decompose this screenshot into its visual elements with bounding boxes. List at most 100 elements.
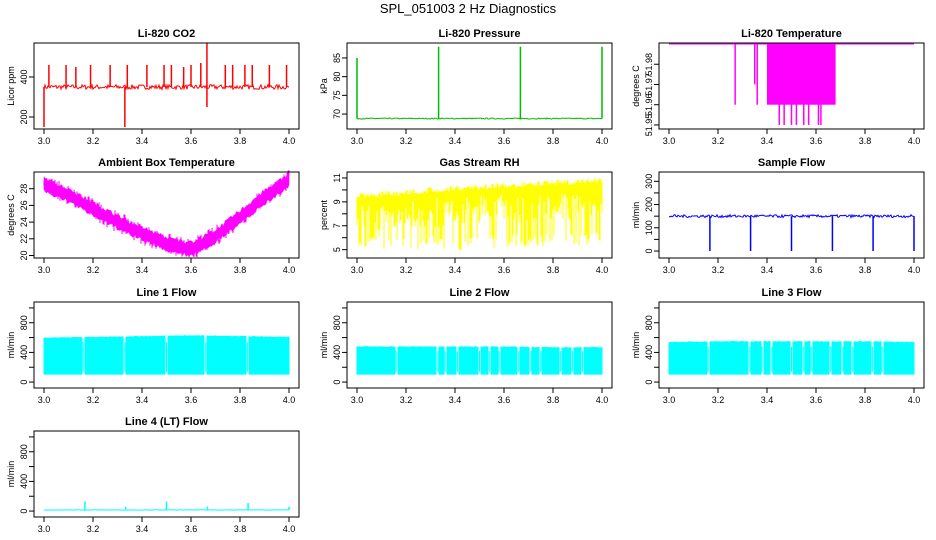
x-tick-label: 3.0 xyxy=(663,136,676,146)
panel-title: Li-820 Temperature xyxy=(741,28,842,40)
series-band xyxy=(43,173,290,258)
series-baseline xyxy=(43,83,290,91)
y-tick-label: 400 xyxy=(332,345,342,360)
plot-frame xyxy=(33,42,300,130)
panel-ambient-box-temperature: Ambient Box Temperature 3.0 3.2 3.4 3.6 3.8 4.… xyxy=(6,157,300,275)
x-tick-label: 3.0 xyxy=(663,395,676,405)
x-tick-label: 3.0 xyxy=(351,136,364,146)
plot-frame xyxy=(658,301,925,389)
series-li-820-co2 xyxy=(43,43,290,127)
y-tick-label: 800 xyxy=(644,315,654,330)
x-tick-label: 4.0 xyxy=(283,395,296,405)
x-tick-label: 4.0 xyxy=(283,136,296,146)
x-tick-label: 3.6 xyxy=(185,265,198,275)
x-tick-label: 3.6 xyxy=(498,136,511,146)
x-tick-label: 3.0 xyxy=(663,265,676,275)
series-line-2-flow xyxy=(356,346,603,375)
x-tick-label: 3.2 xyxy=(400,265,413,275)
y-tick-label: 85 xyxy=(332,53,342,63)
x-tick-label: 3.2 xyxy=(87,524,100,534)
y-tick-label: 200 xyxy=(644,197,654,212)
x-tick-label: 4.0 xyxy=(283,265,296,275)
y-axis-label: degrees C xyxy=(6,194,16,236)
x-tick-label: 3.8 xyxy=(859,395,872,405)
x-tick-label: 4.0 xyxy=(596,265,609,275)
plot-frame xyxy=(658,42,925,130)
x-tick-label: 3.2 xyxy=(87,136,100,146)
y-tick-label: 70 xyxy=(332,109,342,119)
x-tick-label: 3.6 xyxy=(185,524,198,534)
panel-title: Line 2 Flow xyxy=(450,287,510,299)
panel-li-820-temperature: Li-820 Temperature 3.0 3.2 3.4 3.6 3.8 4.0 51.9… xyxy=(631,28,925,146)
panel-li-820-pressure: Li-820 Pressure 3.0 3.2 3.4 3.6 3.8 4.0 70 75 80 8… xyxy=(319,28,613,146)
y-tick-label: 800 xyxy=(332,315,342,330)
series-gas-stream-rh xyxy=(356,178,603,251)
y-tick-label: 0 xyxy=(332,380,342,385)
y-tick-label: 0 xyxy=(19,380,29,385)
x-tick-label: 3.6 xyxy=(810,265,823,275)
panel-line-1-flow: Line 1 Flow 3.0 3.2 3.4 3.6 3.8 4.0 0 400 800ml/m… xyxy=(6,287,300,405)
y-tick-label: 51.98 xyxy=(644,53,654,76)
y-tick-label: 300 xyxy=(644,174,654,189)
y-tick-label: 800 xyxy=(19,444,29,459)
x-tick-label: 3.8 xyxy=(547,265,560,275)
x-tick-label: 3.2 xyxy=(712,395,725,405)
x-tick-label: 3.4 xyxy=(761,395,774,405)
x-tick-label: 4.0 xyxy=(596,136,609,146)
series-dense-band xyxy=(767,44,836,105)
y-tick-label: 400 xyxy=(19,474,29,489)
series-line-1-flow xyxy=(43,335,290,375)
y-axis-label: percent xyxy=(319,199,329,230)
y-tick-label: 0 xyxy=(19,509,29,514)
panel-line-4-lt-flow: Line 4 (LT) Flow 3.0 3.2 3.4 3.6 3.8 4.0 0 400 80… xyxy=(6,416,300,534)
x-tick-label: 4.0 xyxy=(908,265,921,275)
y-tick-label: 7 xyxy=(332,223,342,228)
y-tick-label: 400 xyxy=(19,69,29,84)
x-tick-label: 3.0 xyxy=(38,395,51,405)
plot-frame xyxy=(346,171,613,259)
series-baseline xyxy=(356,117,603,120)
series-li-820-temperature xyxy=(669,43,914,125)
y-tick-label: 200 xyxy=(19,109,29,124)
x-tick-label: 4.0 xyxy=(283,524,296,534)
y-tick-label: 22 xyxy=(19,234,29,244)
x-tick-label: 3.8 xyxy=(547,136,560,146)
y-axis-label: kPa xyxy=(319,78,329,94)
x-tick-label: 3.4 xyxy=(136,524,149,534)
x-tick-label: 3.4 xyxy=(449,395,462,405)
y-tick-label: 0 xyxy=(644,249,654,254)
x-tick-label: 3.2 xyxy=(87,395,100,405)
x-tick-label: 3.6 xyxy=(498,395,511,405)
x-tick-label: 3.6 xyxy=(810,395,823,405)
plot-frame xyxy=(33,301,300,389)
x-tick-label: 3.0 xyxy=(351,265,364,275)
x-tick-label: 3.0 xyxy=(38,524,51,534)
panel-title: Li-820 Pressure xyxy=(439,28,521,40)
y-tick-label: 5 xyxy=(332,247,342,252)
plot-frame xyxy=(33,171,300,259)
y-tick-label: 80 xyxy=(332,72,342,82)
series-sample-flow xyxy=(668,213,915,252)
x-tick-label: 3.8 xyxy=(859,265,872,275)
panel-title: Li-820 CO2 xyxy=(138,28,195,40)
x-tick-label: 3.6 xyxy=(498,265,511,275)
plot-frame xyxy=(346,42,613,130)
y-tick-label: 100 xyxy=(644,220,654,235)
y-tick-label: 24 xyxy=(19,217,29,227)
panel-gas-stream-rh: Gas Stream RH 3.0 3.2 3.4 3.6 3.8 4.0 5 7 9 11 perc… xyxy=(319,157,613,275)
x-tick-label: 3.2 xyxy=(712,136,725,146)
x-tick-label: 3.4 xyxy=(136,395,149,405)
y-axis-label: ml/min xyxy=(631,332,641,359)
y-axis-label: ml/min xyxy=(6,461,16,488)
panel-title: Line 4 (LT) Flow xyxy=(125,416,208,428)
x-tick-label: 3.4 xyxy=(449,265,462,275)
plot-frame xyxy=(658,171,925,259)
y-axis-label: ml/min xyxy=(631,202,641,229)
x-tick-label: 3.8 xyxy=(547,395,560,405)
x-tick-label: 4.0 xyxy=(908,136,921,146)
panel-title: Line 3 Flow xyxy=(762,287,822,299)
figure-title: SPL_051003 2 Hz Diagnostics xyxy=(380,1,557,16)
x-tick-label: 3.4 xyxy=(136,265,149,275)
x-tick-label: 3.2 xyxy=(400,136,413,146)
